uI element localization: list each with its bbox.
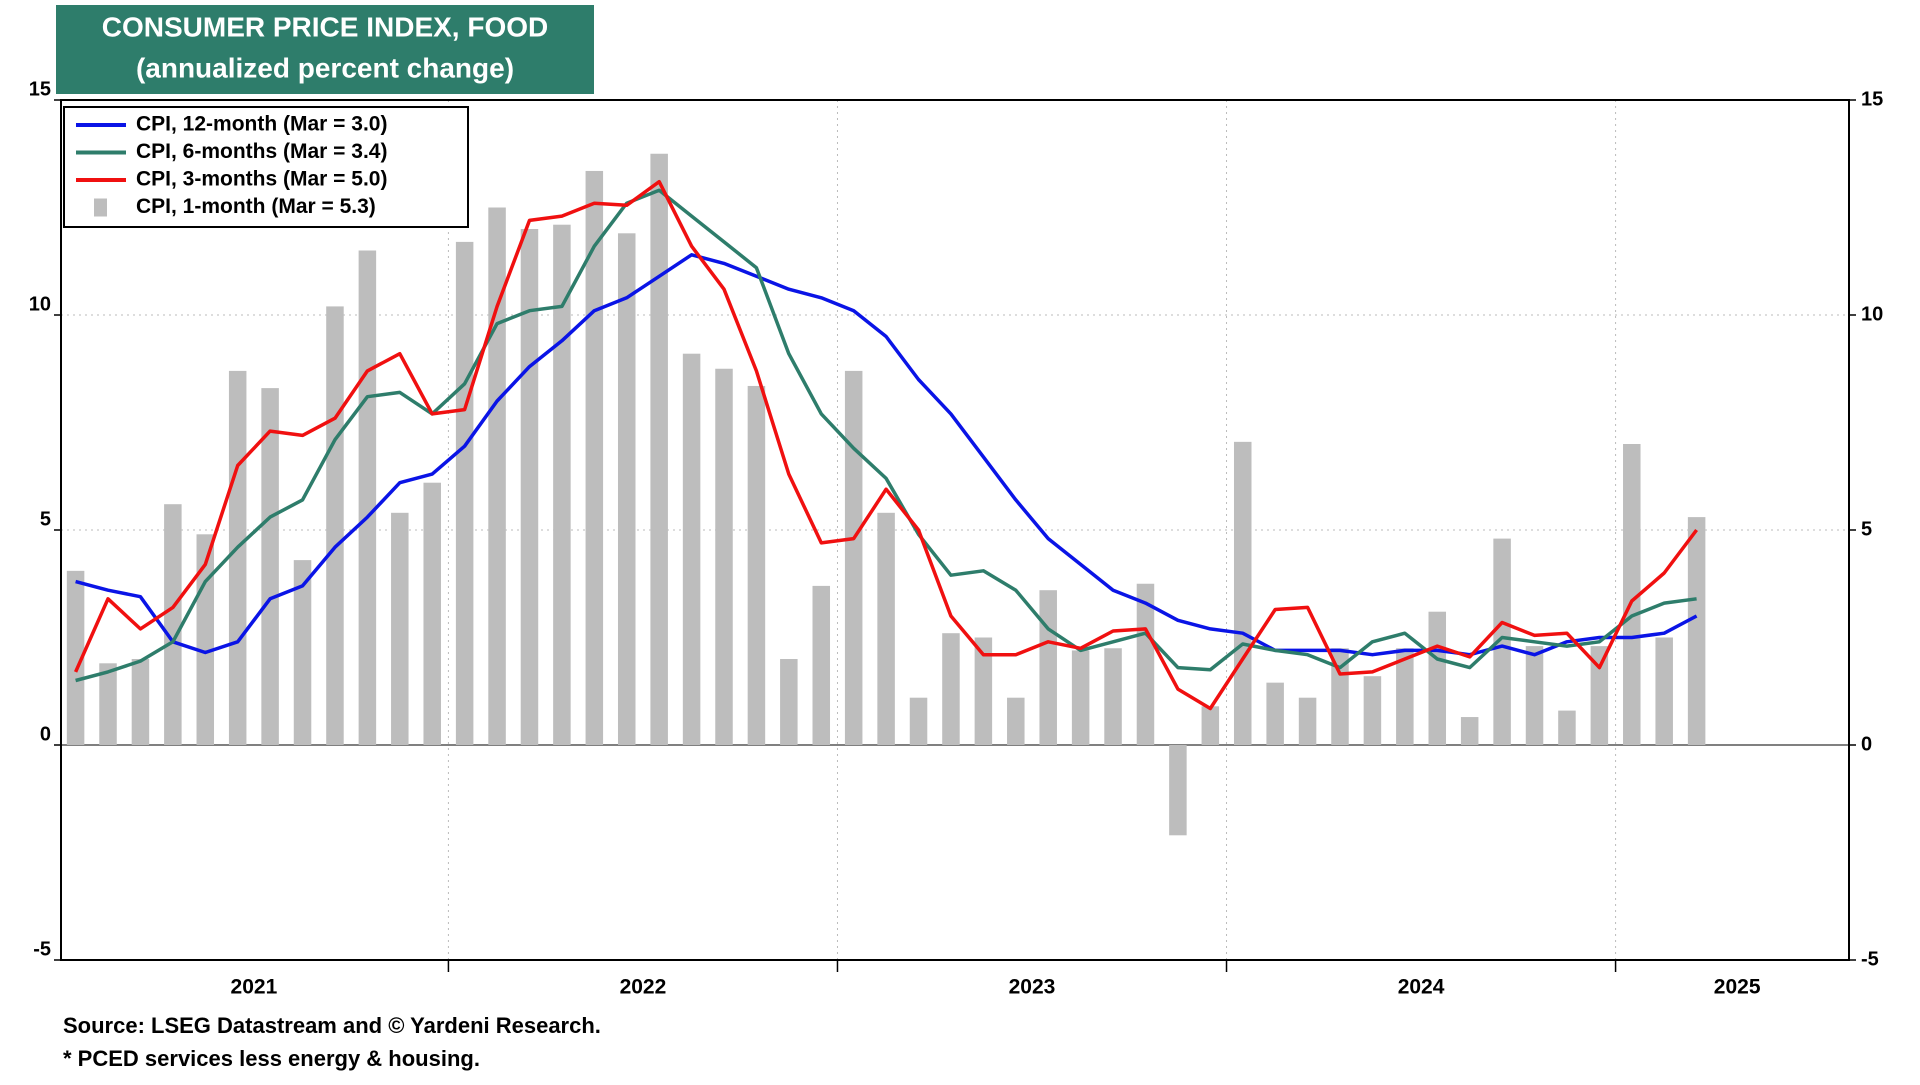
legend-label: CPI, 12-month (Mar = 3.0)	[136, 113, 387, 136]
bar	[1525, 646, 1544, 745]
y-tick-label: 5	[40, 508, 51, 530]
y2-tick-label: 5	[1861, 518, 1872, 540]
bar	[228, 370, 247, 745]
y2-tick-label: 15	[1861, 88, 1883, 110]
bar	[1493, 538, 1511, 745]
bar	[650, 153, 668, 745]
chart-subtitle: (annualized percent change)	[136, 52, 514, 83]
bar	[520, 229, 539, 745]
bar	[877, 512, 895, 745]
bar	[293, 560, 312, 745]
bar	[1428, 611, 1447, 745]
bar	[358, 250, 377, 745]
y2-tick-label: -5	[1861, 948, 1879, 970]
bar	[617, 233, 636, 746]
bar	[423, 482, 441, 745]
bar	[1590, 646, 1609, 745]
plot-frame	[60, 99, 1850, 961]
note: * PCED services less energy & housing.	[63, 1046, 480, 1071]
bar	[1169, 745, 1187, 836]
bar	[715, 368, 733, 745]
y-tick-label: 15	[29, 78, 51, 100]
bar	[1558, 710, 1576, 745]
bar	[974, 637, 993, 745]
legend-swatch	[94, 198, 107, 217]
legend-box	[63, 106, 469, 228]
bar	[1007, 697, 1025, 745]
x-tick-label: 2021	[231, 976, 278, 999]
bar	[455, 241, 474, 745]
legend-label: CPI, 3-months (Mar = 5.0)	[136, 168, 387, 191]
legend-label: CPI, 1-month (Mar = 5.3)	[136, 195, 376, 218]
bar	[1298, 697, 1317, 745]
line	[74, 179, 1698, 711]
bar	[682, 353, 701, 745]
source: Source: LSEG Datastream and © Yardeni Re…	[63, 1013, 601, 1038]
bar	[553, 224, 571, 745]
bar	[1687, 517, 1706, 745]
bar	[1460, 717, 1479, 745]
bar	[1201, 706, 1220, 745]
bar	[261, 388, 279, 745]
y-tick-label: 0	[40, 723, 51, 745]
bar	[1363, 676, 1382, 745]
bar	[844, 370, 863, 745]
legend-label: CPI, 6-months (Mar = 3.4)	[136, 140, 387, 163]
bar	[1266, 682, 1284, 745]
bar	[747, 385, 766, 745]
bar	[326, 306, 344, 745]
bar	[1071, 650, 1090, 745]
bar	[131, 659, 150, 745]
bar	[1104, 648, 1122, 745]
bar	[1396, 648, 1414, 745]
bar	[1655, 637, 1673, 745]
bar	[1136, 583, 1155, 745]
y-tick-label: 10	[29, 293, 51, 315]
y2-tick-label: 10	[1861, 303, 1883, 325]
bar	[164, 504, 182, 745]
x-tick-label: 2024	[1398, 976, 1445, 999]
x-tick-label: 2022	[620, 976, 667, 999]
y-tick-label: -5	[33, 938, 51, 960]
bar	[488, 207, 506, 745]
chart-title: CONSUMER PRICE INDEX, FOOD	[102, 11, 548, 42]
bar	[99, 663, 117, 745]
bar	[391, 512, 409, 745]
title-box	[56, 5, 594, 94]
bar	[942, 633, 960, 745]
x-tick-label: 2023	[1009, 976, 1056, 999]
bar	[780, 659, 798, 745]
bar	[1233, 441, 1252, 745]
y2-tick-label: 0	[1861, 733, 1872, 755]
x-tick-label: 2025	[1714, 976, 1761, 999]
bar	[909, 697, 928, 745]
bar	[812, 585, 831, 745]
bar	[1039, 590, 1057, 745]
bar	[66, 570, 85, 745]
bar	[1623, 444, 1641, 745]
